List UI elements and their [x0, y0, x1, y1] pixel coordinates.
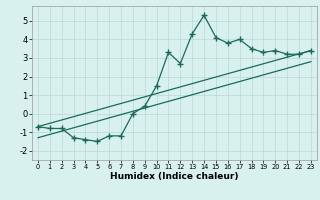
- X-axis label: Humidex (Indice chaleur): Humidex (Indice chaleur): [110, 172, 239, 181]
